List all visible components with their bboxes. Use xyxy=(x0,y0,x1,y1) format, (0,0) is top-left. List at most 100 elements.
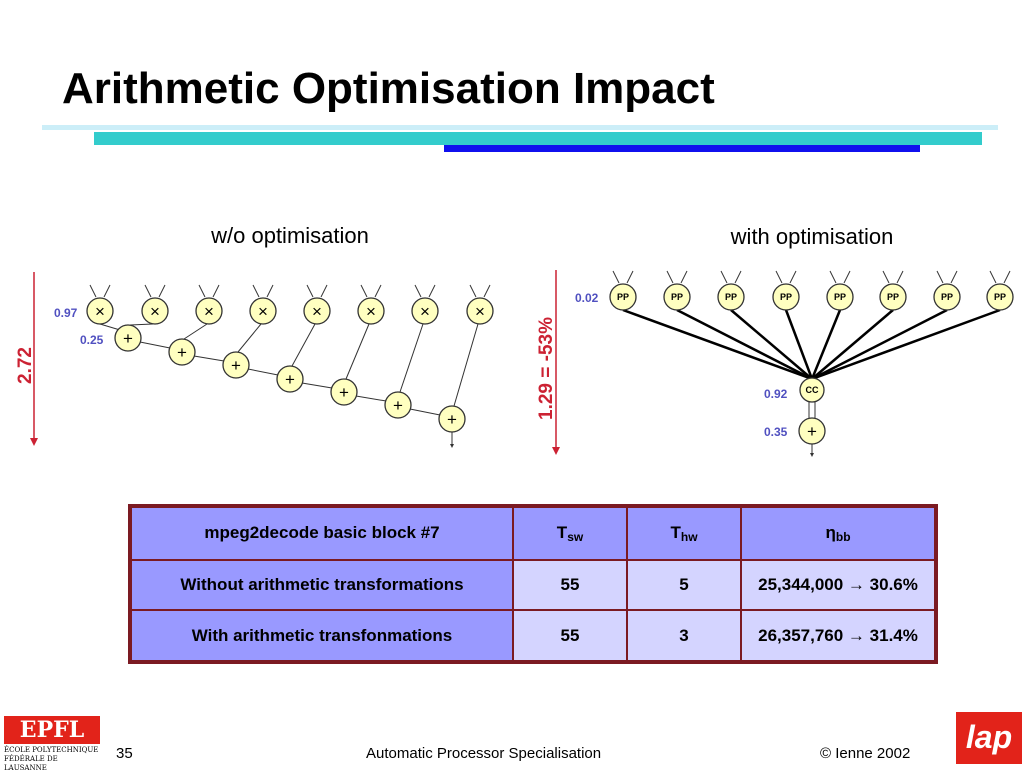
pp-node-4 xyxy=(772,283,800,311)
row-thw: 5 xyxy=(627,559,741,611)
pp-node-8 xyxy=(986,283,1014,311)
mult-node-1-label: × xyxy=(95,302,105,321)
right-heading: with optimisation xyxy=(730,224,894,249)
title-underline-cyan xyxy=(94,132,982,145)
final-add-node-label: + xyxy=(807,422,817,441)
mult-2-input-a xyxy=(144,284,152,298)
pp-4-input-b xyxy=(789,270,797,284)
add-node-2 xyxy=(168,338,196,366)
edge-pp-1 xyxy=(622,308,813,381)
mult-node-2-label: × xyxy=(150,302,160,321)
edge-add-1 xyxy=(139,341,171,349)
pp-3-input-a xyxy=(720,270,728,284)
edge-pp-3 xyxy=(730,309,813,380)
pp-node-5-label: PP xyxy=(834,292,846,302)
add-node-6-label: + xyxy=(393,396,403,415)
pp-node-3-label: PP xyxy=(725,292,737,302)
mult-node-2 xyxy=(141,297,169,325)
pp-4-input-a xyxy=(775,270,783,284)
header-thw-sub: hw xyxy=(680,529,698,544)
header-tsw-symbol: T xyxy=(556,522,568,542)
epfl-logo-line2: FÉDÉRALE DE LAUSANNE xyxy=(4,755,58,772)
edge-mult-6 xyxy=(345,323,370,380)
mult-node-4-label: × xyxy=(258,302,268,321)
add-node-2-label: + xyxy=(177,343,187,362)
cc-node-label: CC xyxy=(806,385,819,395)
add-node-4-label: + xyxy=(285,370,295,389)
row-eta: 26,357,760 → 31.4% xyxy=(741,610,935,661)
pp-2-input-a xyxy=(666,270,674,284)
edge-add-6 xyxy=(409,408,441,416)
mult-8-input-b xyxy=(483,284,491,298)
mult-4-input-b xyxy=(266,284,274,298)
page-number: 35 xyxy=(116,745,133,762)
mult-node-5 xyxy=(303,297,331,325)
pp-6-input-a xyxy=(882,270,890,284)
epfl-logo-mark: EPFL xyxy=(4,716,100,744)
mult-node-3-label: × xyxy=(204,302,214,321)
mult-node-7 xyxy=(411,297,439,325)
mult-4-input-a xyxy=(252,284,260,298)
pp-5-input-b xyxy=(843,270,851,284)
right-add-delay-label: 0.35 xyxy=(764,425,788,439)
header-thw: Thw xyxy=(627,507,741,560)
pp-7-input-a xyxy=(936,270,944,284)
edge-mult-2 xyxy=(129,323,154,326)
edge-mult-7 xyxy=(399,323,424,393)
epfl-logo-line1: ÉCOLE POLYTECHNIQUE xyxy=(4,746,99,754)
edge-mult-8 xyxy=(453,323,479,407)
mult-7-input-a xyxy=(414,284,422,298)
edge-mult-5 xyxy=(291,323,316,367)
right-output-arrowhead xyxy=(810,453,814,457)
add-node-7-label: + xyxy=(447,410,457,429)
mult-node-7-label: × xyxy=(420,302,430,321)
add-node-5 xyxy=(330,378,358,406)
mult-6-input-a xyxy=(360,284,368,298)
right-pp-delay-label: 0.02 xyxy=(575,291,599,305)
row-eta: 25,344,000 → 30.6% xyxy=(741,559,935,611)
mult-1-input-b xyxy=(103,284,111,298)
right-delay-arrowhead xyxy=(552,447,560,455)
add-node-6 xyxy=(384,391,412,419)
lap-logo: lap xyxy=(956,712,1022,764)
pp-2-input-b xyxy=(680,270,688,284)
pp-7-input-b xyxy=(950,270,958,284)
header-block-name: mpeg2decode basic block #7 xyxy=(131,507,513,560)
epfl-logo: EPFL ÉCOLE POLYTECHNIQUE FÉDÉRALE DE LAU… xyxy=(4,716,100,772)
mult-node-1 xyxy=(86,297,114,325)
mult-node-3 xyxy=(195,297,223,325)
pp-node-7 xyxy=(933,283,961,311)
edge-pp-5 xyxy=(810,309,842,380)
pp-node-1-label: PP xyxy=(617,292,629,302)
header-tsw: Tsw xyxy=(513,507,627,560)
edge-pp-4 xyxy=(784,309,814,380)
edge-add-3 xyxy=(247,368,279,376)
header-thw-symbol: T xyxy=(670,522,681,542)
header-eta: ηbb xyxy=(741,507,935,560)
left-graph: × × × × × × × × + + + + + + + xyxy=(86,284,494,448)
pp-node-1 xyxy=(609,283,637,311)
table-row: With arithmetic transfonmations 55 3 26,… xyxy=(131,610,935,661)
mult-node-8 xyxy=(466,297,494,325)
slide-title: Arithmetic Optimisation Impact xyxy=(62,64,715,113)
add-node-4 xyxy=(276,365,304,393)
left-add-delay-label: 0.25 xyxy=(80,333,104,347)
pp-node-2 xyxy=(663,283,691,311)
header-tsw-sub: sw xyxy=(567,529,584,544)
add-node-5-label: + xyxy=(339,383,349,402)
add-node-3-label: + xyxy=(231,356,241,375)
edge-pp-6 xyxy=(811,309,894,380)
edge-add-2 xyxy=(193,355,225,362)
pp-3-input-b xyxy=(734,270,742,284)
table-row: Without arithmetic transformations 55 5 … xyxy=(131,559,935,611)
left-heading: w/o optimisation xyxy=(210,223,369,248)
add-node-7 xyxy=(438,405,466,433)
mult-node-8-label: × xyxy=(475,302,485,321)
mult-node-6-label: × xyxy=(366,302,376,321)
table-header-row: mpeg2decode basic block #7 Tsw Thw ηbb xyxy=(131,507,935,560)
mult-5-input-a xyxy=(306,284,314,298)
pp-node-2-label: PP xyxy=(671,292,683,302)
row-tsw: 55 xyxy=(513,610,627,661)
mult-5-input-b xyxy=(320,284,328,298)
